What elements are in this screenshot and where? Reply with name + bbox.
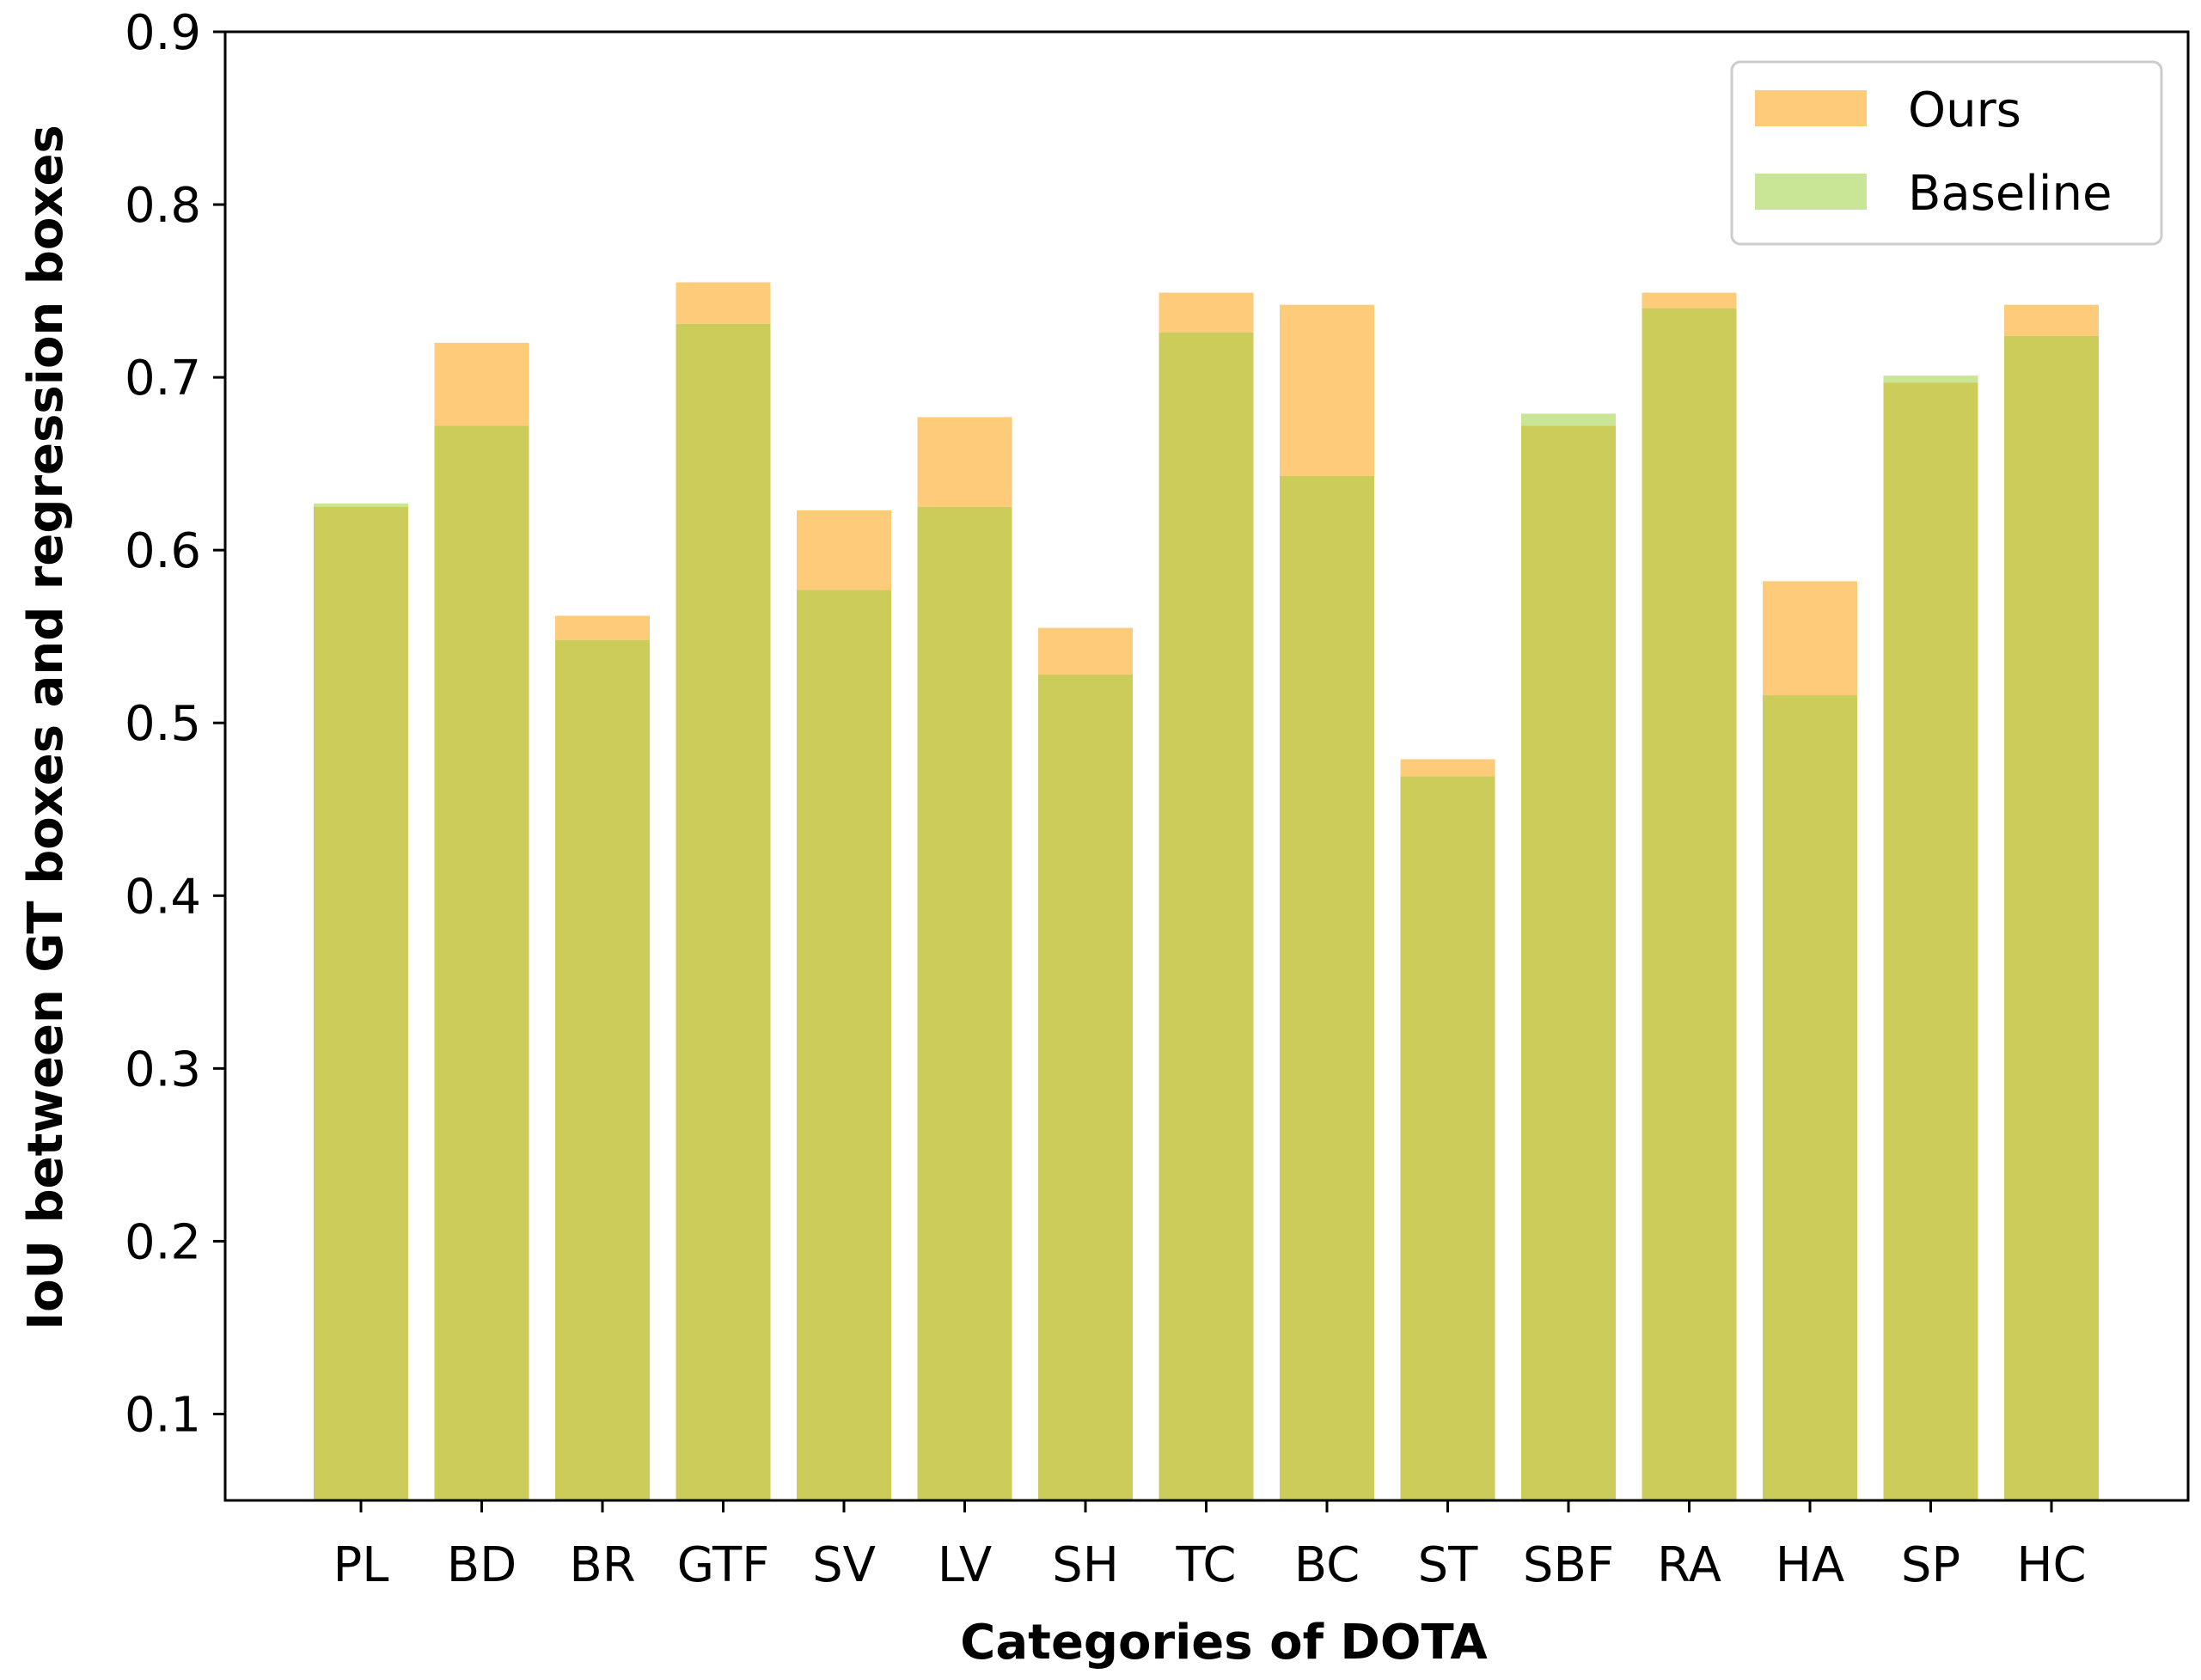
bar-overlap-sh	[1038, 674, 1133, 1500]
legend-label-ours: Ours	[1908, 82, 2021, 138]
bar-overlap-pl	[314, 506, 408, 1500]
y-tick-label-0.5: 0.5	[125, 696, 201, 752]
y-tick-label-0.3: 0.3	[125, 1042, 201, 1097]
bar-ours-lv	[917, 417, 1012, 507]
bar-overlap-gtf	[676, 323, 771, 1500]
y-tick-label-0.9: 0.9	[125, 5, 201, 61]
bar-overlap-bd	[434, 425, 529, 1501]
bar-ours-st	[1400, 759, 1495, 777]
x-tick-label-tc: TC	[1175, 1537, 1236, 1593]
bar-ours-tc	[1159, 292, 1254, 333]
bar-ours-bc	[1280, 304, 1374, 476]
y-tick-label-0.7: 0.7	[125, 351, 201, 406]
x-tick-label-bc: BC	[1294, 1537, 1360, 1593]
bar-ours-ha	[1763, 581, 1857, 696]
x-tick-label-gtf: GTF	[677, 1537, 770, 1593]
bar-overlap-sv	[797, 590, 891, 1501]
bar-overlap-st	[1400, 776, 1495, 1500]
y-axis-title: IoU between GT boxes and regression boxe…	[18, 125, 74, 1330]
bars-layer	[314, 282, 2099, 1501]
y-tick-label-0.1: 0.1	[125, 1387, 201, 1443]
y-tick-label-0.4: 0.4	[125, 869, 201, 925]
bar-baseline-sp	[1883, 376, 1978, 383]
bar-ours-sv	[797, 510, 891, 590]
x-tick-label-hc: HC	[2016, 1537, 2086, 1593]
bar-ours-hc	[2004, 304, 2099, 336]
y-tick-label-0.6: 0.6	[125, 523, 201, 579]
bar-baseline-sbf	[1521, 413, 1616, 426]
bar-overlap-sbf	[1521, 425, 1616, 1501]
x-axis-title: Categories of DOTA	[960, 1615, 1488, 1671]
x-tick-label-sh: SH	[1052, 1537, 1119, 1593]
legend-label-baseline: Baseline	[1908, 166, 2112, 222]
bar-overlap-lv	[917, 506, 1012, 1500]
bar-overlap-ha	[1763, 695, 1857, 1500]
x-tick-label-sp: SP	[1901, 1537, 1960, 1593]
bar-overlap-ra	[1642, 308, 1737, 1501]
bar-ours-ra	[1642, 292, 1737, 309]
bar-baseline-pl	[314, 503, 408, 507]
y-tick-label-0.2: 0.2	[125, 1214, 201, 1270]
bar-overlap-tc	[1159, 332, 1254, 1501]
bar-overlap-br	[555, 639, 650, 1500]
x-tick-label-ra: RA	[1657, 1537, 1721, 1593]
x-tick-label-sbf: SBF	[1523, 1537, 1614, 1593]
x-tick-label-sv: SV	[812, 1537, 876, 1593]
x-tick-label-lv: LV	[938, 1537, 992, 1593]
bar-ours-br	[555, 615, 650, 640]
y-tick-label-0.8: 0.8	[125, 178, 201, 234]
x-tick-label-pl: PL	[333, 1537, 389, 1593]
x-tick-label-st: ST	[1418, 1537, 1479, 1593]
x-tick-label-bd: BD	[447, 1537, 517, 1593]
x-tick-label-br: BR	[569, 1537, 635, 1593]
bar-overlap-bc	[1280, 475, 1374, 1500]
x-tick-label-ha: HA	[1776, 1537, 1844, 1593]
bar-overlap-hc	[2004, 335, 2099, 1500]
axes-layer	[213, 30, 2190, 1512]
plot-frame	[223, 30, 2190, 1502]
bar-ours-sh	[1038, 627, 1133, 675]
labels-layer: PL BD BR GTF SV LV SH TC BC ST SBF RA HA SP HC 0.1 0.2 0.…	[18, 5, 2087, 1671]
legend: Ours Baseline	[1730, 60, 2163, 246]
legend-swatch-ours	[1755, 90, 1867, 126]
bar-ours-gtf	[676, 282, 771, 324]
legend-swatch-baseline	[1755, 174, 1867, 210]
bar-overlap-sp	[1883, 382, 1978, 1500]
bar-ours-bd	[434, 342, 529, 426]
